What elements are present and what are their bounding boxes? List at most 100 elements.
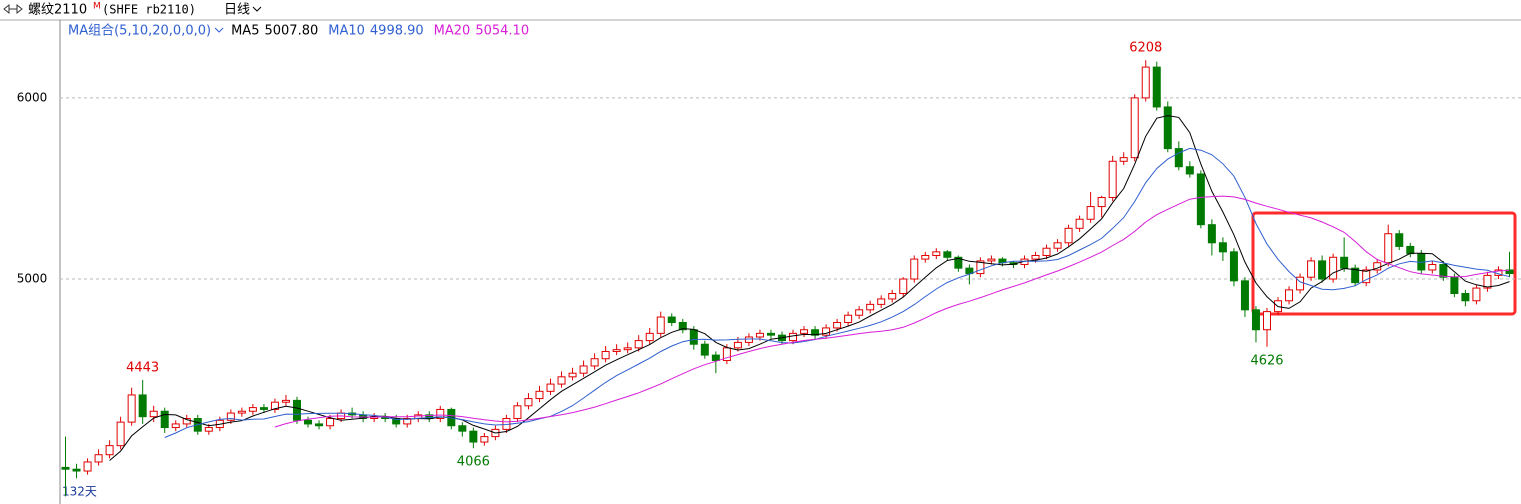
legend-value: 5054.10	[475, 24, 529, 39]
candle-body	[800, 329, 809, 334]
candle-body	[1053, 242, 1062, 249]
ma-line	[164, 147, 1510, 438]
candle-body	[1439, 264, 1448, 278]
candle-body	[1229, 251, 1238, 282]
group-chevron	[214, 27, 224, 33]
contract-code: (SHFE rb2110)	[102, 3, 196, 17]
candle-body	[1307, 260, 1316, 278]
candle-body	[844, 314, 853, 323]
candle-body	[513, 405, 522, 419]
candle-body	[1318, 260, 1327, 280]
candle-body	[326, 417, 335, 427]
candle-body	[1152, 66, 1161, 108]
period-selector[interactable]: 日线	[224, 3, 250, 18]
bar-count: 132天	[62, 485, 97, 499]
candle-body	[744, 336, 753, 343]
candle-body	[248, 407, 257, 412]
candle-body	[1075, 218, 1084, 229]
candle-body	[182, 417, 191, 425]
candle-body	[1340, 256, 1349, 269]
candle-body	[789, 332, 798, 342]
candle-body	[1362, 269, 1371, 284]
candle-body	[557, 376, 566, 385]
extreme-label: 4443	[126, 360, 159, 375]
candle-body	[1450, 276, 1459, 295]
candle-body	[645, 332, 654, 342]
candle-body	[403, 417, 412, 425]
candle-body	[1329, 256, 1338, 280]
candle-body	[1351, 267, 1360, 284]
candle-body	[204, 427, 213, 432]
candle-body	[237, 410, 246, 414]
candle-body	[590, 358, 599, 367]
candle-body	[1185, 166, 1194, 175]
candle-body	[1196, 173, 1205, 226]
highlight-box	[1251, 211, 1517, 316]
candle-body	[458, 425, 467, 432]
legend-value: 5007.80	[264, 24, 318, 39]
candle-body	[83, 461, 92, 472]
candle-body	[480, 436, 489, 443]
candle-body	[72, 468, 81, 472]
candle-body	[160, 410, 169, 429]
switch-glyph	[3, 3, 23, 15]
candle-body	[1384, 233, 1393, 264]
candle-body	[667, 316, 676, 323]
y-tick-label: 5000	[17, 272, 48, 286]
candle-body	[535, 390, 544, 400]
candle-body	[700, 343, 709, 356]
candle-body	[1285, 289, 1294, 302]
candle-body	[932, 251, 941, 256]
candle-body	[1461, 293, 1470, 302]
candle-body	[1119, 157, 1128, 162]
candle-body	[149, 410, 158, 418]
candle-body	[733, 341, 742, 349]
candle-body	[822, 327, 831, 336]
candle-body	[899, 278, 908, 295]
extreme-label: 4626	[1250, 353, 1283, 368]
candle-body	[1064, 227, 1073, 244]
candle-body	[1395, 233, 1404, 247]
candle-body	[1505, 269, 1514, 275]
candle-body	[623, 347, 632, 351]
candle-body	[987, 258, 996, 262]
candle-body	[755, 332, 764, 338]
period-chevron[interactable]	[252, 6, 262, 12]
candle-body	[1163, 106, 1172, 150]
candle-body	[546, 383, 555, 392]
candle-body	[436, 408, 445, 419]
extreme-label: 6208	[1129, 41, 1162, 56]
candle-body	[1108, 160, 1117, 199]
candle-body	[579, 365, 588, 374]
indicator-group[interactable]: MA组合(5,10,20,0,0,0)	[68, 24, 211, 39]
symbol: 螺纹2110	[28, 3, 87, 18]
candle-body	[138, 394, 147, 418]
candle-body	[1262, 311, 1271, 331]
candle-body	[1483, 274, 1492, 289]
candle-body	[1086, 206, 1095, 220]
candle-body	[1406, 245, 1415, 255]
candle-body	[116, 421, 125, 447]
candle-body	[105, 445, 114, 456]
switch-icon[interactable]	[3, 3, 23, 15]
candle-body	[171, 423, 180, 429]
candle-body	[1472, 287, 1481, 302]
candle-body	[270, 401, 279, 410]
candle-body	[1141, 66, 1150, 99]
badge: M	[93, 2, 101, 12]
candle-body	[612, 349, 621, 352]
candle-body	[766, 332, 775, 336]
candle-body	[304, 419, 313, 425]
candle-body	[601, 350, 610, 360]
legend-name: MA10	[328, 24, 365, 39]
candle-body	[292, 399, 301, 421]
candle-body	[1218, 242, 1227, 253]
candle-body	[855, 309, 864, 316]
candle-body	[1207, 224, 1216, 244]
toolbar	[0, 0, 1521, 20]
candle-body	[1130, 97, 1139, 159]
y-tick-label: 6000	[17, 90, 48, 104]
candle-body	[94, 454, 103, 463]
ma-line	[109, 115, 1510, 461]
